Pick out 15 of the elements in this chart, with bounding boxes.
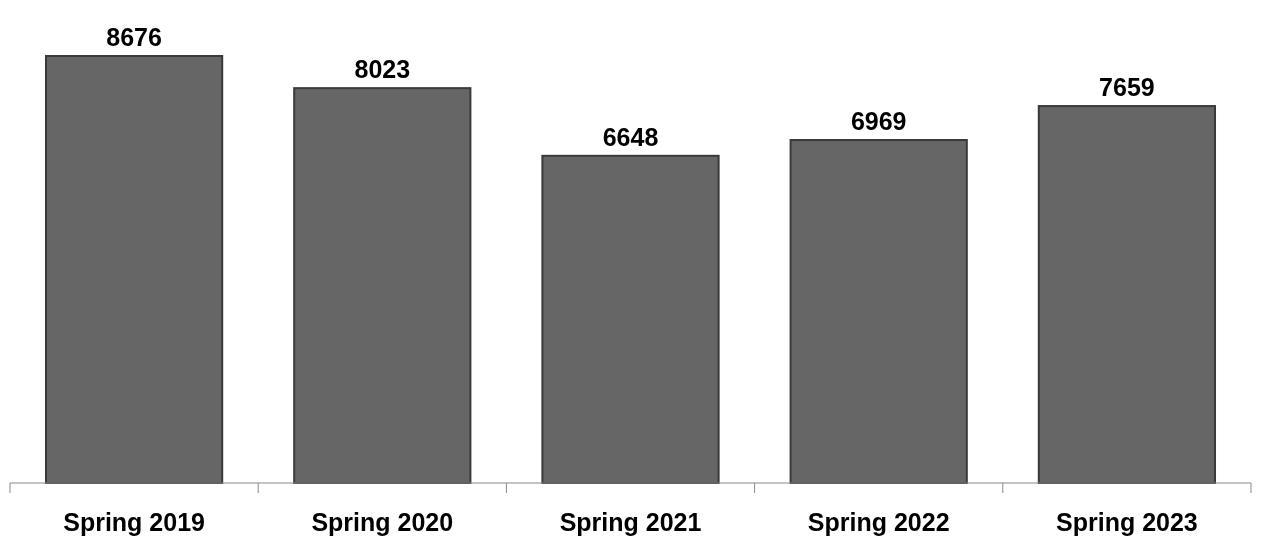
data-label: 7659 xyxy=(1099,73,1155,102)
data-label: 6648 xyxy=(602,122,659,151)
data-label: 6969 xyxy=(850,107,907,136)
x-tick-label: Spring 2019 xyxy=(63,508,205,536)
data-label: 8023 xyxy=(354,55,411,84)
x-tick-label: Spring 2020 xyxy=(311,508,454,536)
bar xyxy=(541,154,720,484)
bar xyxy=(293,87,472,484)
bar xyxy=(1037,105,1217,484)
x-tick-label: Spring 2023 xyxy=(1056,508,1198,536)
data-label: 8676 xyxy=(106,23,162,51)
x-tick-label: Spring 2022 xyxy=(807,508,950,536)
bar xyxy=(789,139,968,484)
bar xyxy=(44,55,224,484)
x-tick-label: Spring 2021 xyxy=(559,508,702,536)
